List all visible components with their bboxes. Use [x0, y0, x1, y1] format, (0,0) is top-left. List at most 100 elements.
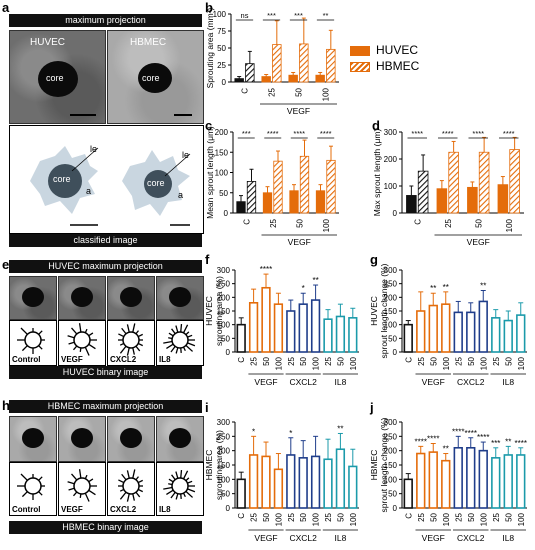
y-tick-label: 0 — [393, 348, 398, 357]
y-tick-label: 150 — [384, 461, 398, 470]
y-tick-label: 150 — [217, 461, 231, 470]
micro-image-vegf — [58, 276, 106, 320]
y-tick-label: 50 — [221, 334, 230, 343]
bar — [326, 159, 336, 214]
y-tick-label: 50 — [217, 44, 226, 53]
binary-image-vegf: VEGF — [58, 320, 106, 366]
panel-h-footer: HBMEC binary image — [9, 521, 202, 534]
bar — [428, 451, 438, 509]
binary-label-cxcl2: CXCL2 — [110, 505, 137, 514]
micro-image-control — [9, 276, 57, 320]
significance-label: * — [302, 284, 305, 293]
binary-image-vegf: VEGF — [58, 462, 106, 516]
bar — [403, 478, 413, 509]
significance-label: **** — [452, 427, 464, 436]
significance-label: ns — [241, 11, 249, 20]
le-label: le — [90, 144, 98, 154]
y-tick-label: 0 — [222, 78, 227, 87]
significance-label: ** — [337, 424, 343, 433]
bar — [286, 454, 296, 509]
x-tick-label: 50 — [299, 512, 308, 521]
y-tick-label: 300 — [384, 266, 398, 275]
binary-shape — [67, 323, 97, 356]
y-tick-label: 200 — [384, 293, 398, 302]
x-tick-label: 100 — [274, 512, 283, 526]
x-tick-label: 25 — [287, 512, 296, 521]
panel-e-micro-row — [9, 276, 204, 320]
y-tick-label: 200 — [384, 155, 398, 164]
x-tick-label: 50 — [467, 512, 476, 521]
y-tick-label: 150 — [215, 148, 229, 157]
bar — [466, 446, 476, 509]
x-tick-label: 50 — [429, 356, 438, 365]
x-tick-label: C — [413, 219, 422, 225]
x-tick-label: 50 — [295, 218, 304, 227]
y-tick-label: 100 — [213, 10, 227, 19]
bar — [261, 286, 271, 353]
x-tick-label: C — [237, 513, 246, 519]
panel-e-binary-row: Control VEGF CXCL2 IL8 — [9, 320, 204, 366]
significance-label: ** — [480, 282, 486, 291]
bar — [335, 448, 346, 509]
binary-label-control: Control — [12, 355, 41, 364]
x-tick-label: 100 — [312, 512, 321, 526]
x-tick-label: 100 — [349, 512, 358, 526]
binary-label-cxcl2: CXCL2 — [110, 355, 137, 364]
x-tick-label: 25 — [417, 512, 426, 521]
y-tick-label: 300 — [217, 266, 231, 275]
binary-image-il8: IL8 — [156, 462, 204, 516]
y-tick-label: 50 — [219, 189, 228, 198]
significance-label: **** — [477, 433, 489, 442]
y-tick-label: 50 — [221, 490, 230, 499]
binary-shape — [118, 469, 143, 502]
y-tick-label: 300 — [384, 418, 398, 427]
significance-label: **** — [411, 129, 423, 138]
binary-shape — [163, 324, 196, 354]
y-axis-label: Max sprout length (μm) — [372, 129, 382, 217]
bar — [441, 459, 451, 509]
chart-letter: b — [205, 0, 213, 15]
bar — [428, 304, 438, 353]
group-label: IL8 — [502, 377, 514, 387]
x-tick-label: 100 — [322, 218, 331, 232]
group-label: IL8 — [334, 377, 346, 387]
bar — [288, 74, 298, 83]
x-tick-label: 100 — [322, 87, 331, 101]
y-tick-label: 50 — [388, 490, 397, 499]
y-axis-label: HUVECsprouting area (%) — [204, 276, 224, 346]
x-tick-label: 100 — [505, 218, 514, 232]
bar — [503, 319, 513, 353]
panel-h-header: HBMEC maximum projection — [9, 400, 202, 413]
significance-label: *** — [267, 11, 276, 20]
chart-letter: i — [205, 400, 209, 415]
bar — [299, 43, 309, 83]
binary-shape — [67, 469, 97, 502]
hbmec-max-projection-image: HBMEC core — [107, 30, 204, 124]
classified-core-label-2: core — [147, 178, 165, 188]
bar — [326, 48, 336, 83]
x-tick-label: 25 — [492, 512, 501, 521]
group-label: CXCL2 — [457, 533, 485, 543]
x-tick-label: 50 — [336, 512, 345, 521]
x-tick-label: 25 — [454, 512, 463, 521]
bar — [478, 449, 488, 509]
binary-label-vegf: VEGF — [61, 355, 83, 364]
core-label: core — [46, 73, 64, 83]
significance-label: **** — [442, 129, 454, 138]
y-tick-label: 250 — [384, 280, 398, 289]
x-tick-label: 25 — [269, 218, 278, 227]
x-tick-label: 25 — [417, 356, 426, 365]
bar — [299, 155, 310, 214]
panel-h-micro-row — [9, 416, 204, 462]
x-tick-label: C — [242, 219, 251, 225]
x-tick-label: 25 — [454, 356, 463, 365]
binary-label-vegf: VEGF — [61, 505, 83, 514]
chart-letter: c — [205, 118, 212, 133]
group-label: VEGF — [467, 237, 490, 247]
bar — [273, 468, 284, 509]
significance-label: **** — [293, 129, 305, 138]
x-tick-label: C — [404, 513, 413, 519]
